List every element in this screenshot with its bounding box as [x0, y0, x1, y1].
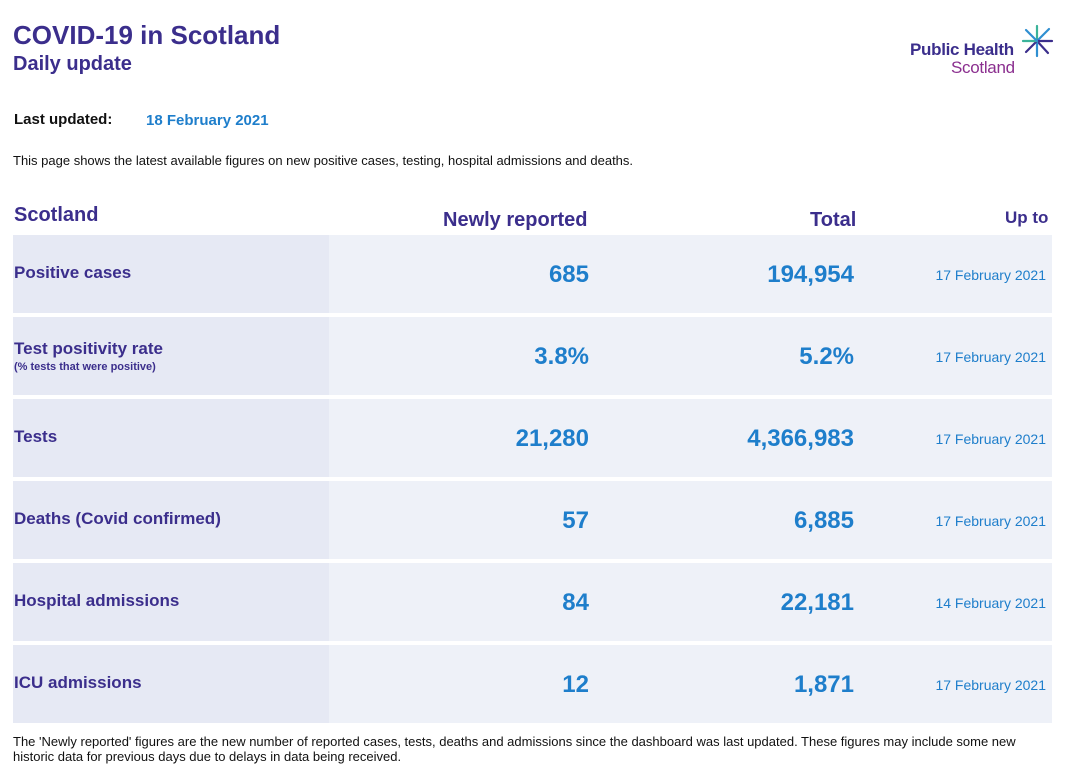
row-sublabel: (% tests that were positive) [14, 361, 156, 373]
table-row-icu-admissions: ICU admissions 12 1,871 17 February 2021 [13, 645, 1052, 723]
newly-reported-value: 12 [562, 671, 589, 698]
total-value: 194,954 [767, 261, 854, 288]
column-header-newly-reported: Newly reported [443, 209, 588, 231]
up-to-date: 17 February 2021 [935, 267, 1046, 283]
row-label: Hospital admissions [14, 591, 180, 610]
up-to-date: 17 February 2021 [935, 349, 1046, 365]
newly-reported-value: 3.8% [534, 343, 589, 370]
stats-table: Positive cases 685 194,954 17 February 2… [13, 235, 1052, 727]
table-row-positive-cases: Positive cases 685 194,954 17 February 2… [13, 235, 1052, 313]
total-value: 22,181 [780, 589, 854, 616]
table-row-hospital-admissions: Hospital admissions 84 22,181 14 Februar… [13, 563, 1052, 641]
row-label: Positive cases [14, 263, 132, 282]
last-updated-label: Last updated: [14, 111, 113, 128]
last-updated-value: 18 February 2021 [146, 112, 269, 129]
page-title: COVID-19 in Scotland [13, 20, 281, 50]
logo-text-line1: Public Health [910, 40, 1014, 59]
newly-reported-value: 685 [548, 261, 589, 288]
row-label: ICU admissions [14, 673, 142, 692]
star-burst-icon [1021, 24, 1054, 58]
up-to-date: 17 February 2021 [935, 431, 1046, 447]
intro-text: This page shows the latest available fig… [13, 153, 634, 168]
up-to-date: 17 February 2021 [935, 677, 1046, 693]
up-to-date: 17 February 2021 [935, 513, 1046, 529]
table-row-test-positivity: Test positivity rate (% tests that were … [13, 317, 1052, 395]
table-row-tests: Tests 21,280 4,366,983 17 February 2021 [13, 399, 1052, 477]
total-value: 5.2% [799, 343, 854, 370]
column-header-total: Total [810, 209, 857, 231]
column-header-up-to: Up to [1005, 208, 1049, 227]
row-label: Tests [14, 427, 58, 446]
column-header-region: Scotland [14, 204, 99, 226]
total-value: 6,885 [793, 507, 854, 534]
total-value: 1,871 [793, 671, 854, 698]
page-subtitle: Daily update [13, 53, 132, 75]
row-label: Deaths (Covid confirmed) [14, 509, 221, 528]
logo-text-line2: Scotland [951, 58, 1015, 77]
row-label: Test positivity rate [14, 339, 163, 358]
newly-reported-value: 21,280 [515, 425, 589, 452]
table-row-deaths: Deaths (Covid confirmed) 57 6,885 17 Feb… [13, 481, 1052, 559]
newly-reported-value: 84 [562, 589, 589, 616]
public-health-scotland-logo: Public Health Scotland [904, 24, 1064, 84]
up-to-date: 14 February 2021 [935, 595, 1046, 611]
footnote-text: The 'Newly reported' figures are the new… [13, 734, 1016, 764]
newly-reported-value: 57 [562, 507, 589, 534]
total-value: 4,366,983 [747, 425, 854, 452]
